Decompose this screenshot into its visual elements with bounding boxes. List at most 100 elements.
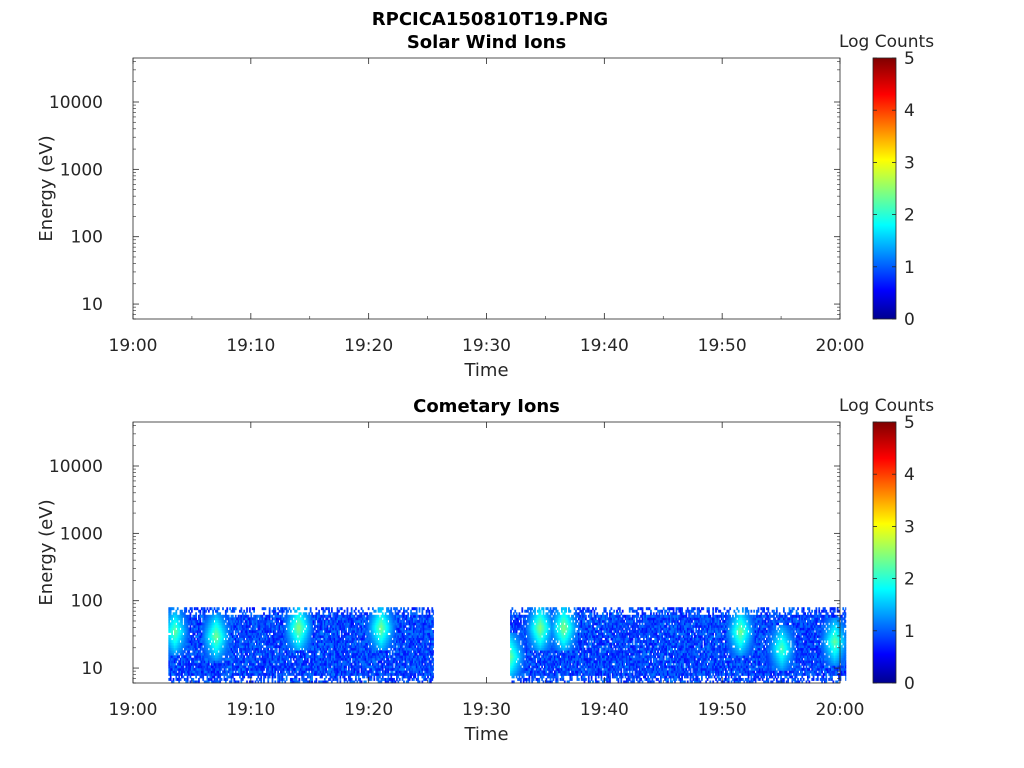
heatmap-cell (360, 607, 363, 611)
heatmap-cell (329, 667, 332, 671)
heatmap-cell (401, 655, 404, 659)
heatmap-cell (398, 672, 401, 676)
heatmap-cell (251, 667, 254, 671)
heatmap-cell (301, 652, 304, 656)
heatmap-cell (179, 657, 182, 661)
heatmap-cell (322, 655, 325, 659)
heatmap-cell (260, 619, 263, 623)
heatmap-cell (236, 635, 239, 638)
heatmap-cell (292, 635, 295, 638)
heatmap-cell (181, 612, 183, 616)
heatmap-cell (278, 680, 281, 684)
heatmap-cell (181, 637, 183, 641)
heatmap-cell (237, 614, 240, 618)
heatmap-cell (234, 645, 237, 649)
heatmap-cell (305, 629, 308, 633)
heatmap-cell (250, 647, 253, 651)
heatmap-cell (352, 667, 354, 671)
heatmap-cell (330, 642, 333, 646)
heatmap-cell (251, 672, 254, 676)
heatmap-cell (414, 612, 417, 616)
heatmap-cell (278, 665, 281, 669)
heatmap-cell (400, 647, 403, 651)
heatmap-cell (342, 655, 345, 659)
heatmap-cell (175, 624, 178, 628)
heatmap-cell (400, 640, 403, 643)
heatmap-cell (169, 667, 172, 671)
heatmap-cell (400, 635, 403, 638)
heatmap-cell (316, 662, 319, 666)
heatmap-cell (360, 642, 363, 646)
heatmap-cell (355, 640, 357, 643)
heatmap-cell (192, 680, 195, 684)
heatmap-cell (308, 655, 311, 659)
heatmap-cell (388, 665, 391, 669)
heatmap-cell (380, 609, 383, 613)
heatmap-cell (422, 650, 425, 654)
heatmap-cell (316, 645, 319, 649)
heatmap-cell (271, 617, 274, 621)
heatmap-cell (325, 627, 328, 631)
heatmap-cell (203, 665, 206, 669)
heatmap-cell (353, 655, 356, 659)
heatmap-cell (359, 650, 362, 654)
heatmap-cell (408, 650, 411, 654)
heatmap-cell (333, 662, 336, 666)
heatmap-cell (313, 670, 316, 674)
heatmap-cell (231, 640, 234, 643)
heatmap-cell (390, 657, 393, 661)
heatmap-cell (421, 617, 424, 621)
heatmap-cell (356, 655, 359, 659)
heatmap-cell (353, 640, 356, 643)
x-tick-label: 20:00 (816, 336, 865, 356)
heatmap-cell (302, 617, 305, 621)
heatmap-cell (407, 677, 410, 681)
heatmap-cell (379, 609, 381, 613)
heatmap-cell (418, 647, 421, 651)
heatmap-cell (420, 627, 422, 631)
heatmap-cell (388, 614, 391, 618)
heatmap-cell (309, 622, 312, 626)
heatmap-cell (356, 650, 359, 654)
heatmap-cell (240, 627, 243, 631)
heatmap-cell (396, 614, 398, 618)
heatmap-cell (299, 624, 302, 628)
heatmap-cell (227, 652, 230, 656)
heatmap-cell (285, 607, 288, 611)
heatmap-cell (251, 629, 254, 633)
heatmap-cell (229, 622, 231, 626)
heatmap-cell (326, 657, 329, 661)
heatmap-cell (343, 662, 346, 666)
heatmap-cell (332, 647, 335, 651)
heatmap-cell (345, 655, 347, 659)
heatmap-cell (376, 624, 379, 628)
heatmap-cell (398, 652, 401, 656)
heatmap-cell (168, 660, 171, 664)
heatmap-cell (431, 670, 434, 674)
heatmap-cell (188, 652, 190, 656)
heatmap-cell (311, 637, 313, 641)
heatmap-cell (205, 645, 207, 649)
heatmap-cell (284, 640, 287, 643)
heatmap-cell (377, 622, 380, 626)
heatmap-cell (284, 650, 287, 654)
heatmap-cell (299, 657, 302, 661)
heatmap-cell (254, 657, 257, 661)
heatmap-cell (511, 670, 514, 674)
heatmap-cell (282, 665, 285, 669)
heatmap-cell (396, 637, 398, 641)
heatmap-cell (271, 614, 274, 618)
heatmap-cell (388, 627, 391, 631)
heatmap-cell (326, 665, 329, 669)
heatmap-cell (248, 667, 251, 671)
heatmap-cell (404, 675, 407, 679)
heatmap-cell (224, 657, 227, 661)
heatmap-cell (239, 627, 241, 631)
heatmap-cell (297, 652, 299, 656)
heatmap-cell (268, 637, 271, 641)
heatmap-cell (347, 670, 350, 674)
heatmap-cell (272, 650, 275, 654)
heatmap-cell (199, 675, 202, 679)
heatmap-cell (333, 670, 336, 674)
heatmap-cell (384, 660, 387, 664)
